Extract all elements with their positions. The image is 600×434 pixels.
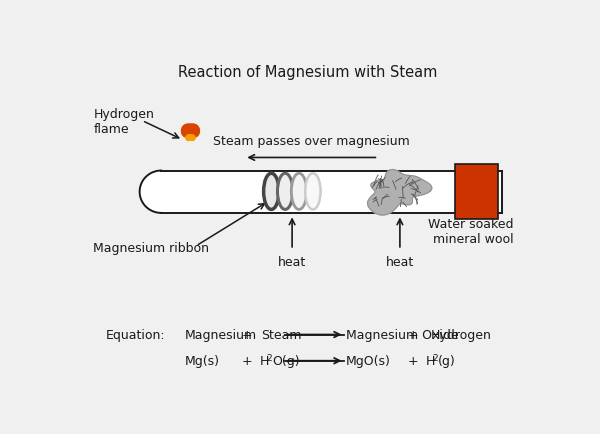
Text: Hydrogen: Hydrogen	[431, 328, 491, 341]
Bar	[161, 171, 502, 214]
Text: MgO(s): MgO(s)	[346, 355, 391, 368]
Polygon shape	[368, 170, 432, 216]
Ellipse shape	[263, 174, 279, 210]
Text: heat: heat	[278, 256, 306, 269]
Polygon shape	[140, 171, 161, 214]
Text: Hydrogen
flame: Hydrogen flame	[94, 107, 154, 135]
Text: +: +	[242, 328, 253, 341]
Text: Reaction of Magnesium with Steam: Reaction of Magnesium with Steam	[178, 64, 437, 79]
Text: O(g): O(g)	[272, 355, 300, 368]
Text: (g): (g)	[437, 355, 455, 368]
Text: +: +	[407, 328, 418, 341]
Ellipse shape	[292, 174, 307, 210]
Polygon shape	[181, 125, 199, 138]
Text: +: +	[242, 355, 253, 368]
Bar	[455, 165, 499, 220]
Text: Mg(s): Mg(s)	[184, 355, 220, 368]
Text: 2: 2	[266, 353, 272, 362]
Text: Magnesium: Magnesium	[184, 328, 256, 341]
Text: Magnesium ribbon: Magnesium ribbon	[94, 241, 209, 254]
Text: 2: 2	[432, 353, 438, 362]
Text: Water soaked
mineral wool: Water soaked mineral wool	[428, 217, 514, 245]
Ellipse shape	[305, 174, 320, 210]
Text: Magnesium Oxide: Magnesium Oxide	[346, 328, 458, 341]
Text: heat: heat	[386, 256, 414, 269]
Text: Steam passes over magnesium: Steam passes over magnesium	[213, 135, 410, 148]
Ellipse shape	[277, 174, 293, 210]
Text: +: +	[407, 355, 418, 368]
Text: H: H	[260, 355, 269, 368]
Text: H: H	[425, 355, 434, 368]
Text: Equation:: Equation:	[106, 328, 166, 341]
Text: Steam: Steam	[262, 328, 302, 341]
Polygon shape	[186, 135, 195, 141]
